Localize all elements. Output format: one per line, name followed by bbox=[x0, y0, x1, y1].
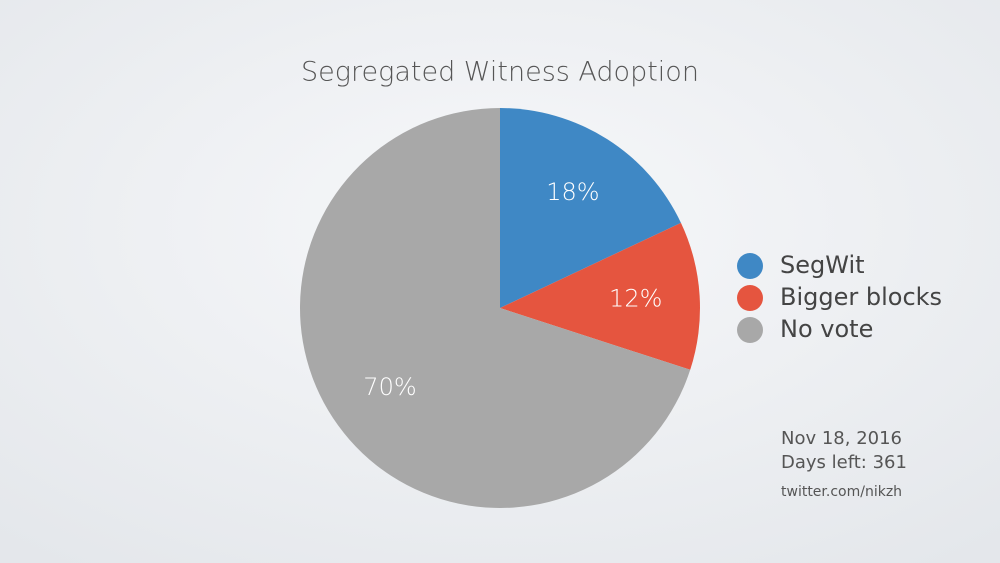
pie: 18% 12% 70% bbox=[300, 108, 700, 508]
legend-marker bbox=[737, 285, 763, 311]
pie-slice bbox=[500, 108, 681, 308]
pie-slice bbox=[500, 222, 700, 370]
annotation: Nov 18, 2016 bbox=[781, 428, 902, 449]
legend: SegWit Bigger blocks No vote bbox=[737, 251, 942, 343]
legend-marker bbox=[737, 317, 763, 343]
annotation: Days left: 361 bbox=[781, 452, 907, 473]
data-label: 12% bbox=[609, 284, 662, 312]
data-label: 70% bbox=[363, 373, 416, 401]
legend-marker bbox=[737, 253, 763, 279]
data-label: 18% bbox=[546, 178, 599, 206]
pie-slice bbox=[300, 108, 691, 508]
annotation: twitter.com/nikzh bbox=[781, 484, 902, 500]
chart-title: Segregated Witness Adoption bbox=[301, 57, 699, 88]
legend-label: No vote bbox=[780, 315, 873, 343]
legend-label: Bigger blocks bbox=[780, 283, 942, 311]
legend-label: SegWit bbox=[780, 251, 865, 279]
annotations: Nov 18, 2016 Days left: 361 twitter.com/ni… bbox=[781, 428, 907, 500]
